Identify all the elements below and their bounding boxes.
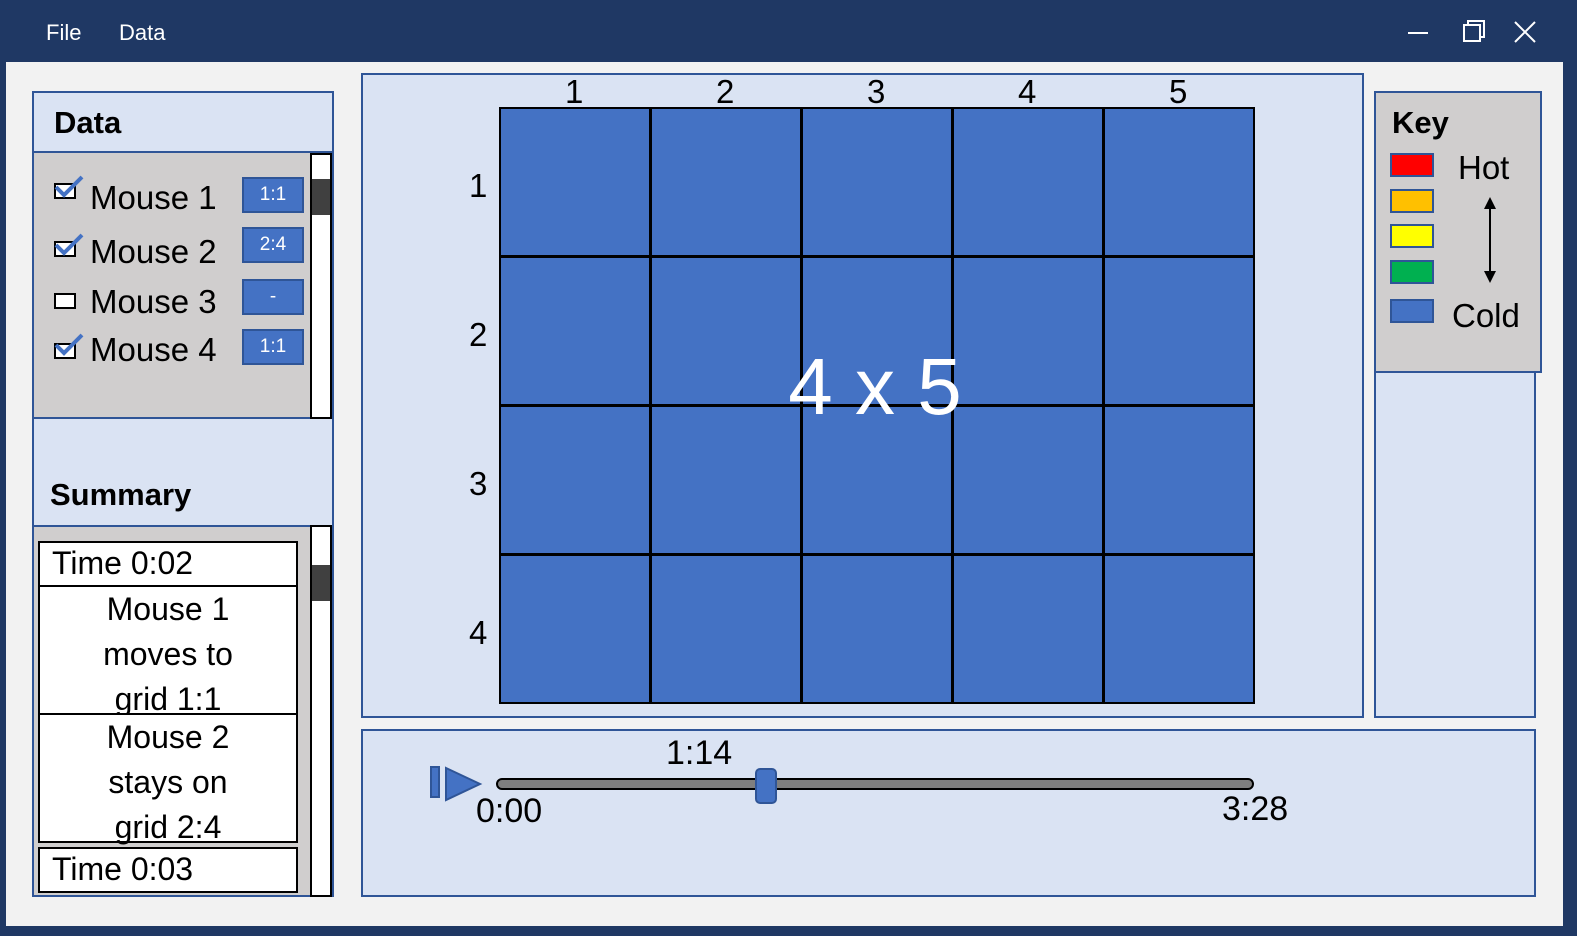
key-swatch-cool bbox=[1390, 260, 1434, 284]
summary-scrollbar[interactable] bbox=[310, 525, 332, 897]
mouse-3-cell-button[interactable]: - bbox=[242, 279, 304, 315]
row-label-2: 2 bbox=[469, 316, 488, 353]
grid-cell-1-4[interactable] bbox=[952, 107, 1104, 257]
play-button[interactable] bbox=[430, 762, 486, 804]
summary-event-1-line-3: grid 1:1 bbox=[114, 681, 222, 717]
key-hot-label: Hot bbox=[1458, 149, 1510, 186]
mouse-1-checkbox[interactable] bbox=[54, 183, 76, 199]
mouse-2-cell-button[interactable]: 2:4 bbox=[242, 227, 304, 263]
summary-event-1-line-2: moves to bbox=[103, 636, 233, 672]
mouse-4-checkbox[interactable] bbox=[54, 343, 76, 359]
row-label-4: 4 bbox=[469, 614, 488, 651]
key-swatch-warm bbox=[1390, 189, 1434, 213]
key-heading: Key bbox=[1392, 105, 1449, 140]
mouse-row-3: Mouse 3 - bbox=[50, 279, 305, 327]
grid-cell-2-4[interactable] bbox=[952, 256, 1104, 406]
summary-event-2-line-3: grid 2:4 bbox=[114, 809, 222, 845]
grid-cell-2-5[interactable] bbox=[1103, 256, 1255, 406]
summary-time-2: Time 0:03 bbox=[38, 847, 298, 893]
data-heading: Data bbox=[54, 105, 122, 140]
column-label-1: 1 bbox=[565, 73, 584, 110]
grid-cell-1-3[interactable] bbox=[801, 107, 953, 257]
grid-cell-3-4[interactable] bbox=[952, 405, 1104, 555]
mouse-row-4: Mouse 4 1:1 bbox=[50, 329, 305, 375]
grid-panel: 1 2 3 4 5 1 2 3 4 4 x 5 bbox=[361, 73, 1364, 718]
mouse-1-cell-button[interactable]: 1:1 bbox=[242, 177, 304, 213]
grid-cell-3-3[interactable] bbox=[801, 405, 953, 555]
mouse-list: Mouse 1 1:1 Mouse 2 2:4 Mouse 3 - Mouse … bbox=[32, 151, 332, 419]
summary-scroll-thumb[interactable] bbox=[312, 565, 330, 601]
summary-heading: Summary bbox=[50, 477, 192, 512]
current-time: 1:14 bbox=[666, 734, 733, 772]
grid-cell-1-5[interactable] bbox=[1103, 107, 1255, 257]
mouse-3-checkbox[interactable] bbox=[54, 293, 76, 309]
summary-list: Time 0:02 Mouse 1 moves to grid 1:1 Mous… bbox=[32, 525, 332, 897]
close-button[interactable] bbox=[1507, 16, 1543, 48]
summary-time-1: Time 0:02 bbox=[38, 541, 298, 587]
grid-cell-4-2[interactable] bbox=[650, 554, 802, 704]
key-swatch-mild bbox=[1390, 224, 1434, 248]
start-time: 0:00 bbox=[476, 792, 543, 830]
mouse-1-label: Mouse 1 bbox=[90, 179, 217, 216]
key-cold-label: Cold bbox=[1452, 297, 1520, 334]
row-label-3: 3 bbox=[469, 465, 488, 502]
row-label-1: 1 bbox=[469, 167, 488, 204]
column-label-5: 5 bbox=[1169, 73, 1188, 110]
mouse-row-1: Mouse 1 1:1 bbox=[50, 175, 305, 223]
menu-file[interactable]: File bbox=[46, 20, 82, 45]
grid-cell-4-3[interactable] bbox=[801, 554, 953, 704]
timeline-track[interactable] bbox=[496, 778, 1254, 790]
mouse-3-label: Mouse 3 bbox=[90, 283, 217, 320]
close-icon bbox=[1514, 21, 1536, 43]
key-panel: Key Hot Cold bbox=[1374, 91, 1542, 373]
grid-cell-2-1[interactable] bbox=[499, 256, 651, 406]
mouse-list-scrollbar[interactable] bbox=[310, 153, 332, 419]
grid-dimensions-caption: 4 x 5 bbox=[788, 342, 962, 431]
grid-cell-4-4[interactable] bbox=[952, 554, 1104, 704]
minimize-icon bbox=[1408, 32, 1428, 34]
mouse-2-label: Mouse 2 bbox=[90, 233, 217, 270]
summary-event-1: Mouse 1 moves to grid 1:1 bbox=[38, 585, 298, 717]
play-icon bbox=[445, 766, 483, 802]
grid-cell-3-2[interactable] bbox=[650, 405, 802, 555]
grid-cell-3-1[interactable] bbox=[499, 405, 651, 555]
double-arrow-icon bbox=[1484, 197, 1496, 283]
mouse-row-2: Mouse 2 2:4 bbox=[50, 227, 305, 277]
summary-event-2: Mouse 2 stays on grid 2:4 bbox=[38, 713, 298, 845]
column-label-2: 2 bbox=[716, 73, 735, 110]
summary-event-1-line-1: Mouse 1 bbox=[106, 591, 230, 627]
menu-data[interactable]: Data bbox=[119, 20, 166, 45]
column-label-4: 4 bbox=[1018, 73, 1037, 110]
grid-cell-4-1[interactable] bbox=[499, 554, 651, 704]
grid-cell-1-2[interactable] bbox=[650, 107, 802, 257]
key-swatch-hot bbox=[1390, 153, 1434, 177]
key-swatch-cold bbox=[1390, 299, 1434, 323]
grid-cell-3-5[interactable] bbox=[1103, 405, 1255, 555]
mouse-4-label: Mouse 4 bbox=[90, 331, 217, 368]
mouse-4-cell-button[interactable]: 1:1 bbox=[242, 329, 304, 365]
minimize-button[interactable] bbox=[1400, 16, 1436, 48]
mouse-2-checkbox[interactable] bbox=[54, 241, 76, 257]
grid-cell-1-1[interactable] bbox=[499, 107, 651, 257]
grid-cell-4-5[interactable] bbox=[1103, 554, 1255, 704]
restore-icon bbox=[1463, 20, 1485, 42]
column-label-3: 3 bbox=[867, 73, 886, 110]
grid-cell-2-2[interactable] bbox=[650, 256, 802, 406]
mouse-list-scroll-thumb[interactable] bbox=[312, 179, 330, 215]
summary-event-2-line-2: stays on bbox=[108, 764, 228, 800]
restore-button[interactable] bbox=[1456, 16, 1492, 48]
play-bar-icon bbox=[430, 766, 440, 798]
playback-panel bbox=[361, 729, 1536, 897]
data-panel: Data Mouse 1 1:1 Mouse 2 2:4 Mouse 3 - M… bbox=[32, 91, 334, 897]
end-time: 3:28 bbox=[1222, 790, 1289, 828]
summary-event-2-line-1: Mouse 2 bbox=[106, 719, 230, 755]
title-bar: File Data bbox=[0, 0, 1577, 62]
timeline-thumb[interactable] bbox=[754, 768, 777, 804]
heatmap-grid: 1 2 3 4 5 1 2 3 4 bbox=[469, 73, 1255, 705]
